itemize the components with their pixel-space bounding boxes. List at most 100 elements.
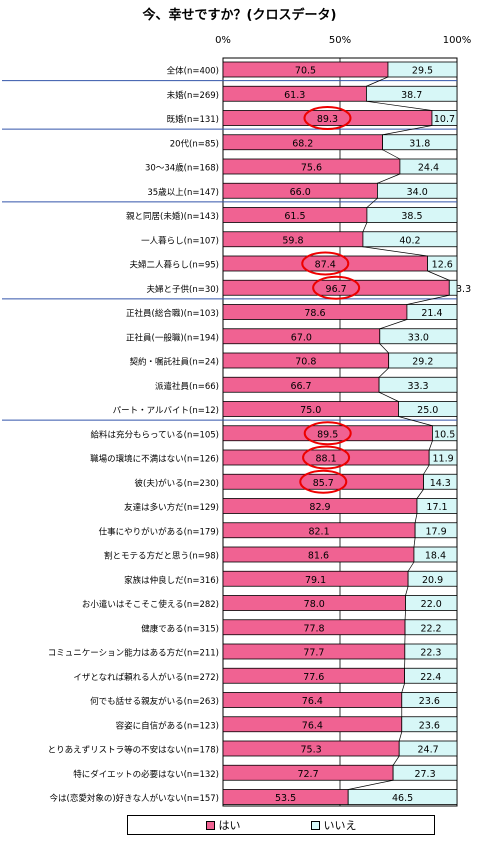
category-label: お小遣いはそこそこ使える(n=282) bbox=[82, 599, 219, 610]
data-label-yes: 89.5 bbox=[317, 429, 338, 440]
series-line bbox=[392, 755, 400, 766]
legend-label-yes: はい bbox=[218, 819, 241, 832]
data-label-yes: 76.4 bbox=[302, 696, 323, 707]
data-label-yes: 67.0 bbox=[291, 332, 312, 343]
data-label-no: 38.5 bbox=[401, 211, 422, 222]
category-label: 彼(夫)がいる(n=230) bbox=[135, 478, 220, 489]
data-label-yes: 77.7 bbox=[303, 648, 324, 659]
data-label-no: 46.5 bbox=[392, 793, 413, 804]
bar-no bbox=[392, 764, 458, 781]
category-label: パート・アルバイト(n=12) bbox=[113, 406, 219, 416]
category-label: 割とモテる方だと思う(n=98) bbox=[104, 551, 219, 562]
category-label: 容姿に自信がある(n=123) bbox=[116, 720, 219, 731]
series-line bbox=[423, 464, 430, 475]
bar-no bbox=[347, 789, 458, 805]
bar-no bbox=[404, 619, 458, 636]
category-label: 家族は仲良しだ(n=316) bbox=[124, 575, 219, 586]
data-label-no: 22.3 bbox=[420, 648, 441, 659]
data-label-no: 17.9 bbox=[425, 526, 446, 537]
series-line bbox=[366, 76, 389, 87]
legend-swatch-no bbox=[310, 820, 320, 830]
data-label-no: 18.4 bbox=[425, 551, 446, 562]
data-label-yes: 66.0 bbox=[290, 187, 311, 198]
data-label-yes: 85.7 bbox=[313, 478, 334, 489]
series-line bbox=[413, 537, 416, 548]
bar-no bbox=[404, 643, 458, 660]
bar-no bbox=[405, 595, 458, 611]
data-label-yes: 77.8 bbox=[303, 623, 324, 634]
bar-no bbox=[404, 667, 458, 684]
category-label: 給料は充分もらっている(n=105) bbox=[91, 429, 219, 440]
category-label: 夫婦と子供(n=30) bbox=[147, 284, 219, 295]
data-label-yes: 61.3 bbox=[284, 90, 305, 101]
data-label-yes: 70.5 bbox=[295, 66, 316, 77]
category-label: 35歳以上(n=147) bbox=[147, 187, 219, 198]
bar-no bbox=[427, 255, 458, 272]
data-label-yes: 76.4 bbox=[302, 720, 323, 731]
category-label: 未婚(n=269) bbox=[167, 90, 219, 101]
data-label-no: 20.9 bbox=[422, 575, 443, 586]
bar-no bbox=[398, 740, 458, 757]
category-label: 一人暮らし(n=107) bbox=[141, 235, 219, 246]
bar-no bbox=[413, 546, 458, 563]
data-label-no: 12.6 bbox=[432, 260, 453, 271]
category-label: コミュニケーション能力はある方だ(n=211) bbox=[48, 648, 219, 659]
series-line bbox=[398, 731, 403, 742]
data-label-no: 3.3 bbox=[456, 284, 471, 295]
category-label: 健康である(n=315) bbox=[141, 623, 219, 634]
bar-no bbox=[366, 207, 458, 223]
data-label-no: 11.9 bbox=[432, 454, 453, 465]
category-label: 正社員(一般職)(n=194) bbox=[126, 332, 219, 343]
bar-no bbox=[399, 158, 458, 175]
category-label: イザとなれば頼れる人がいる(n=272) bbox=[73, 672, 219, 683]
bar-no bbox=[387, 61, 458, 78]
x-tick-label: 50% bbox=[329, 35, 351, 46]
bar-no bbox=[362, 231, 458, 248]
series-line bbox=[379, 343, 389, 354]
bar-no bbox=[388, 352, 458, 369]
category-label: 派遣社員(n=66) bbox=[155, 381, 219, 392]
series-line bbox=[401, 683, 405, 693]
series-line bbox=[382, 125, 433, 136]
data-label-yes: 82.9 bbox=[309, 502, 330, 513]
data-label-yes: 70.8 bbox=[295, 357, 316, 368]
data-label-yes: 78.0 bbox=[304, 599, 325, 610]
bar-no bbox=[382, 134, 458, 151]
bar-no bbox=[428, 449, 458, 466]
bar-no bbox=[431, 110, 458, 126]
highlight-ellipse bbox=[303, 421, 352, 446]
data-label-no: 29.5 bbox=[412, 66, 433, 77]
category-label: 職場の環境に不満はない(n=126) bbox=[90, 454, 219, 465]
data-label-no: 33.3 bbox=[407, 381, 428, 392]
legend: はい いいえ bbox=[127, 815, 435, 835]
highlight-ellipse bbox=[302, 445, 351, 470]
series-line bbox=[348, 779, 394, 790]
bar-no bbox=[377, 182, 458, 199]
data-label-yes: 81.6 bbox=[308, 551, 329, 562]
bar-no bbox=[432, 425, 458, 442]
legend-swatch-yes bbox=[205, 820, 215, 830]
series-line bbox=[377, 173, 401, 184]
data-label-yes: 61.5 bbox=[284, 211, 305, 222]
category-label: 20代(n=85) bbox=[170, 138, 219, 149]
bar-no bbox=[398, 401, 458, 417]
data-label-no: 34.0 bbox=[407, 187, 428, 198]
data-label-no: 10.7 bbox=[434, 114, 455, 125]
data-label-yes: 72.7 bbox=[297, 769, 318, 780]
data-label-no: 40.2 bbox=[399, 235, 420, 246]
bar-no bbox=[423, 473, 458, 490]
data-label-yes: 96.7 bbox=[326, 284, 347, 295]
data-label-yes: 68.2 bbox=[292, 138, 313, 149]
data-label-no: 22.0 bbox=[421, 599, 442, 610]
data-label-no: 27.3 bbox=[414, 769, 435, 780]
category-label: 何でも話せる親友がいる(n=263) bbox=[90, 696, 219, 707]
bar-no bbox=[378, 376, 458, 393]
data-label-yes: 75.3 bbox=[301, 745, 322, 756]
data-label-no: 23.6 bbox=[419, 696, 440, 707]
category-label: 正社員(総合職)(n=103) bbox=[126, 308, 219, 319]
data-label-yes: 89.3 bbox=[317, 114, 338, 125]
category-label: 友達は多い方だ(n=129) bbox=[124, 502, 219, 513]
data-label-no: 22.4 bbox=[420, 672, 441, 683]
series-line bbox=[405, 586, 409, 596]
